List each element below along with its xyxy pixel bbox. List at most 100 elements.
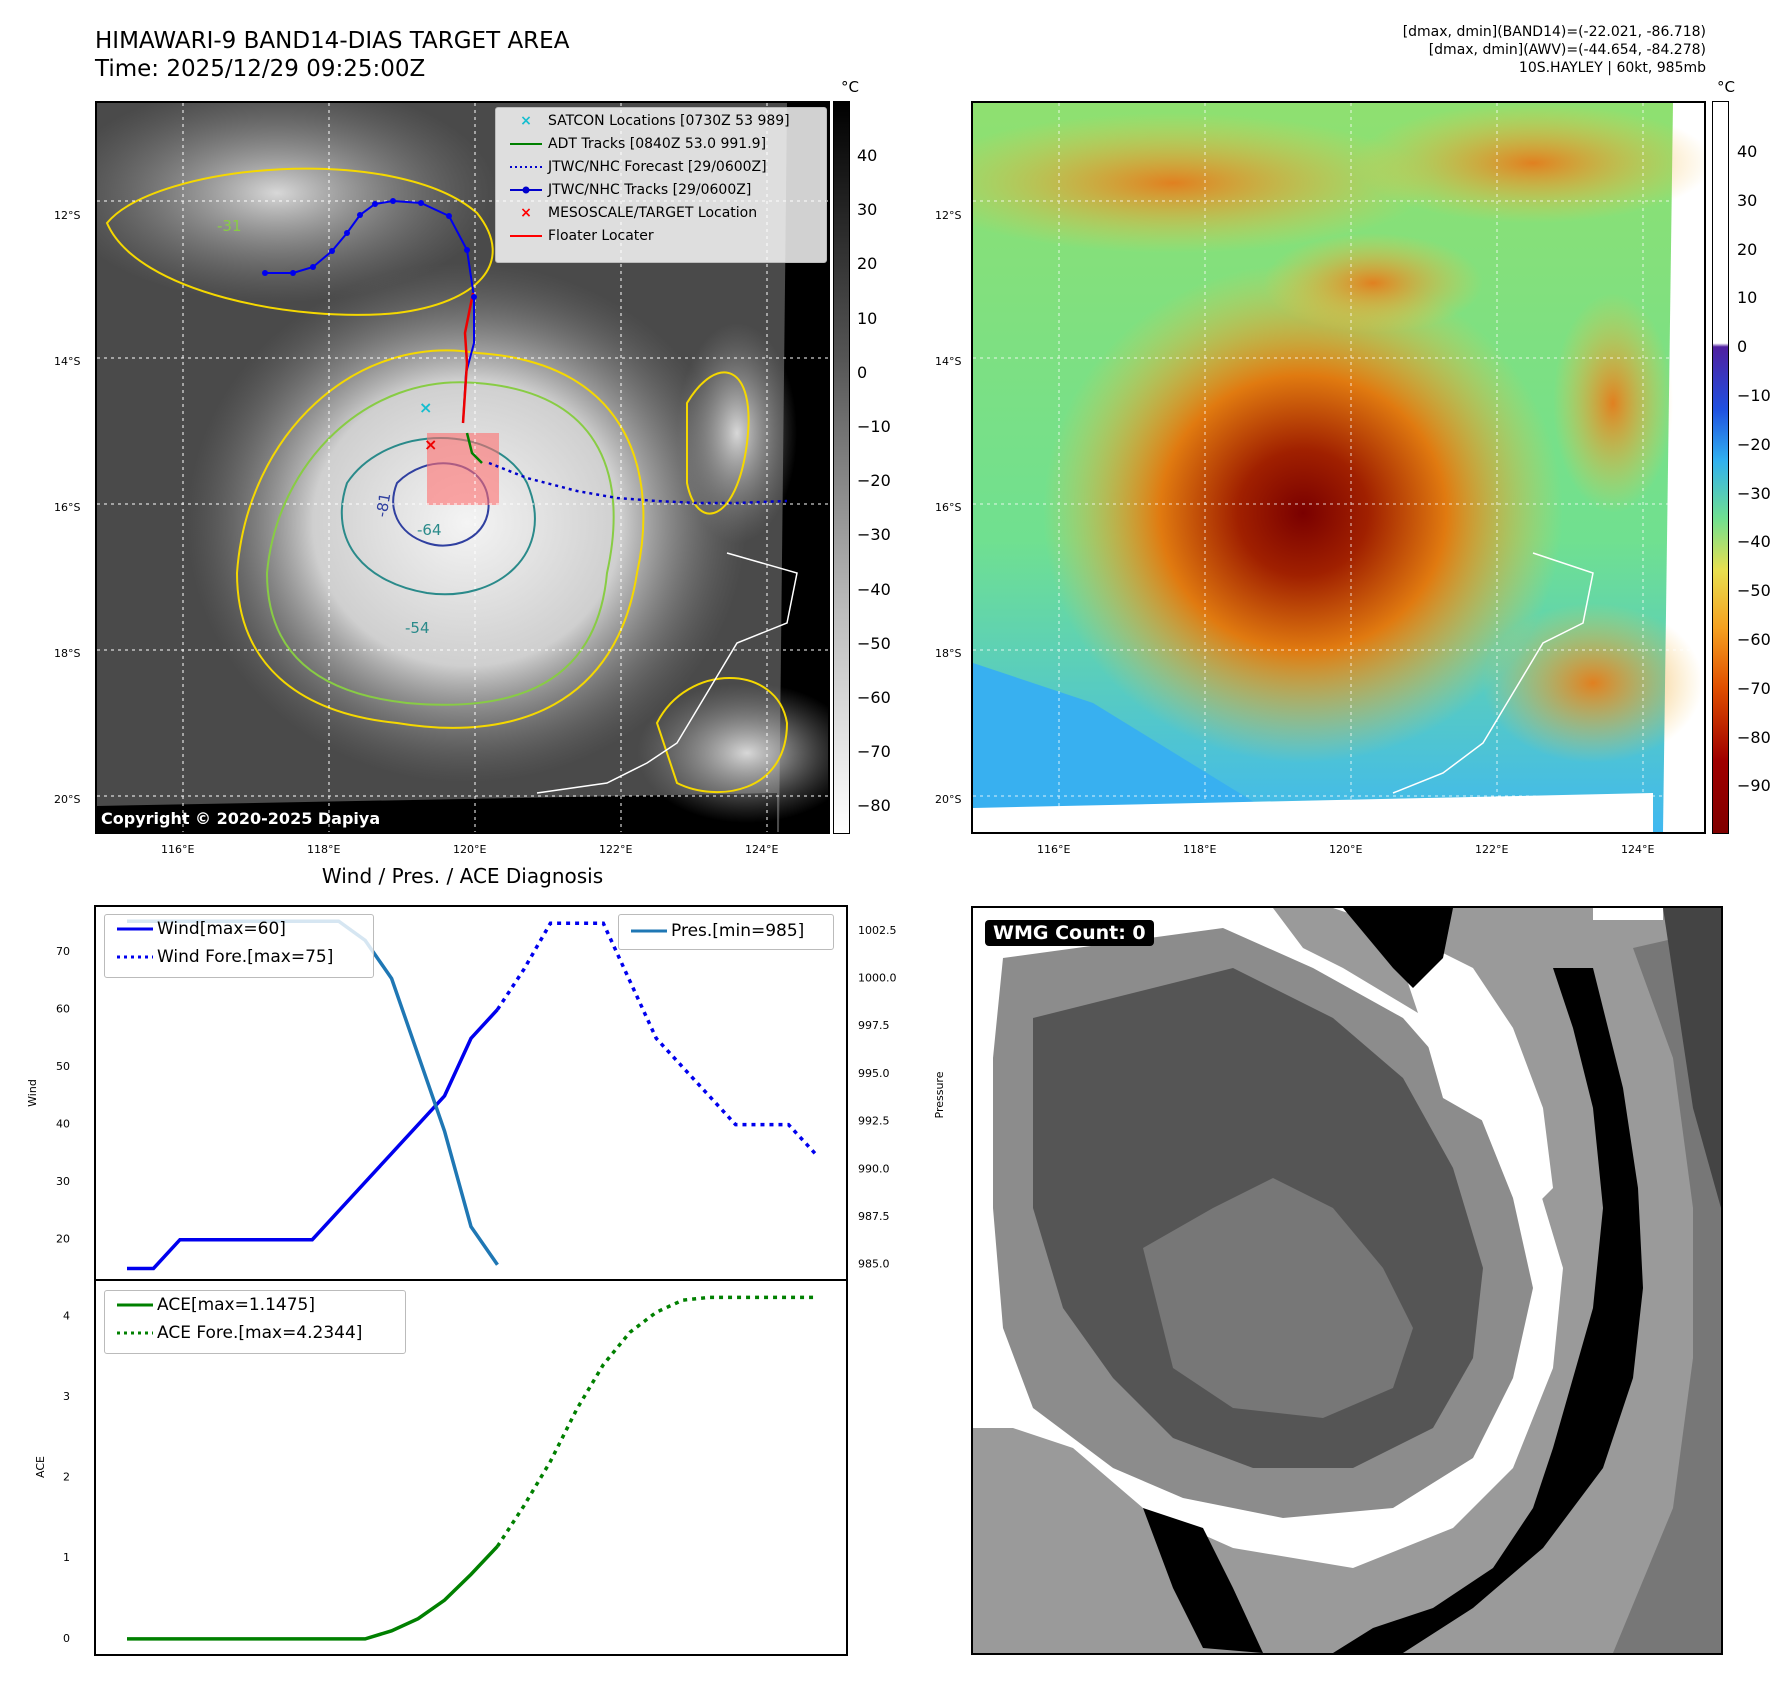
ace-tick-label: 0 [63, 1632, 70, 1645]
copyright-text: Copyright © 2020-2025 Dapiya [101, 809, 381, 828]
colorbar-right [1712, 101, 1729, 834]
contour-label: -54 [405, 619, 430, 637]
ace-tick-label: 3 [63, 1390, 70, 1403]
colorbar-tick-label: 40 [857, 146, 878, 165]
legend-item: ACE Fore.[max=4.2344] [105, 1319, 405, 1347]
lat-label: 20°S [935, 793, 962, 806]
lon-label: 120°E [1329, 843, 1363, 856]
pressure-tick-label: 985.0 [858, 1258, 890, 1271]
colorbar-tick-label: −60 [857, 688, 891, 707]
colorbar-tick-label: −10 [1737, 386, 1771, 405]
wmg-map [973, 908, 1721, 1653]
colorbar-tick-label: 40 [1737, 142, 1758, 161]
figure-title: HIMAWARI-9 BAND14-DIAS TARGET AREA [95, 28, 570, 54]
wind-axis-label: Wind [26, 1079, 39, 1107]
colorbar-tick-label: −40 [857, 579, 891, 599]
lat-label: 12°S [935, 209, 962, 222]
svg-text:×: × [424, 435, 437, 454]
legend-item: × SATCON Locations [0730Z 53 989] [496, 110, 826, 133]
wind-tick-label: 50 [56, 1060, 70, 1073]
ace-tick-label: 4 [63, 1309, 70, 1322]
colorbar-unit: °C [1717, 78, 1735, 96]
pressure-tick-label: 987.5 [858, 1210, 890, 1223]
dotted-line-icon [117, 1331, 153, 1335]
legend-item: ADT Tracks [0840Z 53.0 991.9] [496, 133, 826, 156]
series-line [495, 1295, 815, 1548]
colorbar-tick-label: −30 [1737, 483, 1771, 503]
colorbar-tick-label: −10 [857, 417, 891, 436]
lat-label: 20°S [54, 793, 81, 806]
colorbar-tick-label: −20 [857, 471, 891, 491]
colorbar-tick-label: 20 [857, 254, 878, 274]
pressure-legend: Pres.[min=985] [618, 914, 834, 950]
map-legend: × SATCON Locations [0730Z 53 989] ADT Tr… [495, 107, 827, 263]
awv-map-panel [971, 101, 1706, 834]
line-marker-icon [510, 235, 542, 237]
colorbar-tick-label: 30 [1737, 190, 1758, 210]
colorbar-tick-label: −50 [1737, 581, 1771, 601]
ace-plot-frame [94, 1279, 848, 1656]
legend-item: JTWC/NHC Tracks [29/0600Z] [496, 179, 826, 202]
lat-label: 12°S [54, 209, 81, 222]
svg-text:×: × [419, 398, 432, 417]
lat-label: 14°S [54, 355, 81, 368]
storm-info: 10S.HAYLEY | 60kt, 985mb [1518, 60, 1706, 76]
dotted-line-icon [510, 166, 542, 168]
wind-tick-label: 70 [56, 945, 70, 958]
x-marker-icon: × [520, 113, 532, 129]
line-marker-icon [117, 1303, 153, 1307]
colorbar-unit: °C [841, 78, 859, 96]
colorbar-tick-label: 0 [1737, 337, 1748, 357]
series-line [495, 921, 817, 1155]
wind-tick-label: 40 [56, 1118, 70, 1131]
ace-tick-label: 2 [63, 1471, 70, 1484]
contour-label: -31 [217, 217, 242, 235]
pressure-tick-label: 990.0 [858, 1162, 890, 1175]
pressure-tick-label: 997.5 [858, 1019, 890, 1032]
lon-label: 116°E [1037, 843, 1071, 856]
wind-legend: Wind[max=60] Wind Fore.[max=75] [104, 914, 374, 978]
colorbar-tick-label: −80 [1737, 727, 1771, 747]
lon-label: 122°E [1475, 843, 1509, 856]
colorbar-tick-label: −30 [857, 525, 891, 545]
line-marker-icon [117, 927, 153, 931]
wind-tick-label: 30 [56, 1175, 70, 1188]
diagnosis-title: Wind / Pres. / ACE Diagnosis [321, 864, 604, 888]
series-line [127, 1545, 499, 1641]
wmg-panel: WMG Count: 0 [971, 906, 1723, 1655]
legend-item: Pres.[min=985] [619, 915, 833, 947]
wind-tick-label: 20 [56, 1233, 70, 1246]
lat-label: 18°S [935, 647, 962, 660]
lon-label: 118°E [1183, 843, 1217, 856]
dotted-line-icon [117, 955, 153, 959]
line-marker-icon [631, 929, 667, 933]
figure-time: Time: 2025/12/29 09:25:00Z [95, 56, 426, 82]
lat-label: 16°S [54, 501, 81, 514]
colorbar-tick-label: 0 [857, 362, 868, 382]
ace-legend: ACE[max=1.1475] ACE Fore.[max=4.2344] [104, 1290, 406, 1354]
colorbar-tick-label: −70 [1737, 678, 1771, 698]
colorbar-tick-label: −20 [1737, 434, 1771, 454]
lon-label: 118°E [307, 843, 341, 856]
legend-item: JTWC/NHC Forecast [29/0600Z] [496, 156, 826, 179]
x-marker-icon: × [520, 205, 532, 221]
colorbar-tick-label: 10 [1737, 288, 1758, 308]
lat-label: 18°S [54, 647, 81, 660]
colorbar-tick-label: 20 [1737, 239, 1758, 259]
colorbar-tick-label: −60 [1737, 630, 1771, 649]
pressure-tick-label: 1000.0 [858, 972, 897, 985]
ace-tick-label: 1 [63, 1551, 70, 1564]
series-line [127, 1008, 499, 1271]
lat-label: 14°S [935, 355, 962, 368]
lon-label: 124°E [1621, 843, 1655, 856]
colorbar-tick-label: −40 [1737, 532, 1771, 552]
pressure-tick-label: 995.0 [858, 1067, 890, 1080]
wmg-count-badge: WMG Count: 0 [985, 920, 1154, 946]
awv-range: [dmax, dmin](AWV)=(-44.654, -84.278) [1428, 42, 1706, 58]
header-right-info: [dmax, dmin](BAND14)=(-22.021, -86.718) … [1186, 23, 1706, 77]
lon-label: 122°E [599, 843, 633, 856]
colorbar-tick-label: −80 [857, 796, 891, 816]
lon-label: 116°E [161, 843, 195, 856]
lat-label: 16°S [935, 501, 962, 514]
